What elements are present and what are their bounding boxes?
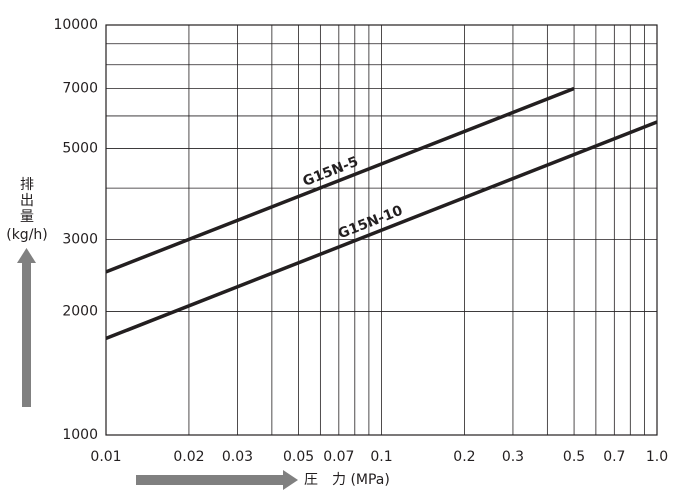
x-tick-label: 0.5 — [563, 449, 585, 465]
y-tick-label: 10000 — [53, 17, 98, 33]
x-tick-label: 0.3 — [502, 449, 524, 465]
x-tick-label: 0.05 — [283, 449, 314, 465]
y-label: (kg/h) — [6, 227, 48, 243]
y-label: 量 — [20, 209, 34, 225]
plot-frame — [105, 24, 658, 436]
x-arrow-head — [283, 470, 298, 490]
x-arrow — [136, 475, 284, 485]
series-line — [105, 86, 575, 274]
y-tick-label: 5000 — [62, 140, 98, 156]
y-tick-label: 1000 — [62, 427, 98, 443]
x-tick-label: 0.03 — [222, 449, 253, 465]
y-label: 排 — [20, 177, 34, 193]
x-tick-label: 0.07 — [323, 449, 354, 465]
y-label: 出 — [20, 193, 34, 209]
x-tick-label: 0.2 — [453, 449, 475, 465]
x-tick-label: 0.1 — [370, 449, 392, 465]
y-tick-label: 2000 — [62, 304, 98, 320]
y-arrow — [22, 262, 31, 407]
y-arrow-head — [17, 248, 36, 263]
y-tick-label: 3000 — [62, 231, 98, 247]
x-tick-label: 0.7 — [603, 449, 625, 465]
x-label: 圧 力 (MPa) — [304, 472, 390, 488]
series-label: G15N-10 — [336, 203, 405, 243]
x-tick-label: 0.01 — [90, 449, 121, 465]
y-tick-label: 7000 — [62, 81, 98, 97]
x-tick-label: 1.0 — [646, 449, 668, 465]
x-tick-label: 0.02 — [173, 449, 204, 465]
series-line — [105, 120, 658, 341]
